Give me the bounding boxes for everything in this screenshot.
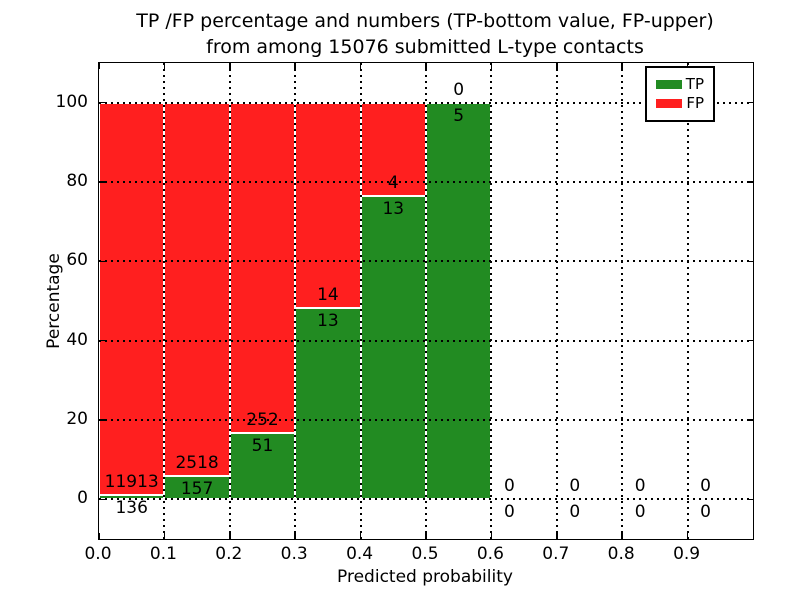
x-axis-label: Predicted probability bbox=[337, 567, 513, 587]
y-tick-label: 0 bbox=[77, 488, 88, 509]
tick-mark bbox=[359, 533, 362, 539]
gridline-vertical bbox=[555, 63, 558, 539]
tick-mark bbox=[621, 63, 623, 69]
bar-count-label-fp: 2518 bbox=[175, 453, 219, 474]
chart-title-line1: TP /FP percentage and numbers (TP-bottom… bbox=[136, 10, 714, 32]
tick-mark bbox=[98, 533, 100, 539]
tick-mark bbox=[747, 101, 753, 104]
x-tick-label: 0.2 bbox=[215, 544, 243, 564]
tick-mark bbox=[556, 533, 558, 539]
tick-mark bbox=[490, 63, 493, 69]
bar-count-label-fp: 0 bbox=[634, 476, 646, 497]
bar-segment-fp bbox=[295, 102, 361, 309]
tick-mark bbox=[359, 63, 362, 69]
tick-mark bbox=[621, 533, 623, 539]
x-tick-label: 0.9 bbox=[673, 544, 701, 564]
bar-count-label-fp: 11913 bbox=[104, 471, 159, 492]
bar-count-label-tp: 0 bbox=[634, 502, 646, 523]
legend-label-fp: FP bbox=[686, 94, 704, 112]
tick-mark bbox=[163, 533, 166, 539]
x-tick-label: 0.8 bbox=[607, 544, 635, 564]
gridline-vertical bbox=[686, 63, 689, 539]
tick-mark bbox=[99, 101, 105, 104]
x-tick-label: 0.0 bbox=[84, 544, 112, 564]
gridline-vertical bbox=[163, 63, 166, 539]
bar-count-label-tp: 13 bbox=[382, 199, 405, 219]
tick-mark bbox=[99, 260, 105, 263]
bar-count-label-fp: 0 bbox=[700, 476, 712, 497]
bar-segment-tp bbox=[295, 308, 361, 500]
tick-mark bbox=[229, 533, 231, 539]
gridline-vertical bbox=[621, 63, 624, 539]
tick-mark bbox=[425, 63, 427, 69]
tick-mark bbox=[229, 63, 231, 69]
tick-mark bbox=[99, 498, 105, 501]
tick-mark bbox=[294, 533, 296, 539]
chart-title-line2: from among 15076 submitted L-type contac… bbox=[206, 36, 644, 58]
tick-mark bbox=[747, 260, 753, 263]
tick-mark bbox=[98, 63, 100, 69]
tick-mark bbox=[747, 339, 753, 342]
y-tick-label: 40 bbox=[66, 329, 88, 350]
chart-title: TP /FP percentage and numbers (TP-bottom… bbox=[98, 8, 752, 60]
tick-mark bbox=[747, 181, 753, 183]
gridline-vertical bbox=[425, 63, 427, 539]
bar-segment-fp bbox=[99, 102, 165, 495]
bar-count-label-tp: 51 bbox=[251, 435, 274, 456]
bar-segment-tp bbox=[426, 102, 492, 500]
bar-count-label-fp: 0 bbox=[503, 476, 515, 497]
x-tick-label: 0.4 bbox=[346, 544, 374, 564]
bar-count-label-tp: 5 bbox=[453, 105, 465, 126]
tick-mark bbox=[556, 63, 558, 69]
y-tick-label: 20 bbox=[66, 409, 88, 429]
x-tick-label: 0.7 bbox=[542, 544, 570, 564]
gridline-vertical bbox=[294, 63, 297, 539]
bar-count-label-fp: 14 bbox=[317, 285, 339, 306]
bar-segment-fp bbox=[229, 102, 296, 433]
tick-mark bbox=[747, 419, 753, 421]
bar-count-label-tp: 136 bbox=[115, 497, 148, 518]
bar-count-label-fp: 0 bbox=[453, 79, 465, 100]
legend-item-tp: TP bbox=[656, 76, 704, 93]
bar-count-label-fp: 0 bbox=[569, 476, 581, 497]
bar-segment-fp bbox=[164, 102, 230, 477]
x-tick-label: 0.3 bbox=[280, 544, 308, 564]
gridline-vertical bbox=[359, 63, 362, 539]
y-tick-label: 60 bbox=[66, 250, 88, 271]
legend: TP FP bbox=[645, 66, 715, 122]
legend-swatch-fp-icon bbox=[656, 99, 682, 108]
bar-count-label-fp: 4 bbox=[387, 173, 399, 193]
plot-area: 11913 136 2518 157 252 51 14 13 4 13 0 5 0 0 0 0 0 0 0 0 bbox=[98, 62, 754, 540]
gridline-vertical bbox=[228, 63, 231, 539]
bar-segment-tp bbox=[360, 196, 426, 500]
legend-item-fp: FP bbox=[656, 95, 704, 112]
y-axis-label: Percentage bbox=[44, 253, 64, 349]
tick-mark bbox=[99, 339, 105, 342]
y-tick-label: 80 bbox=[66, 171, 88, 191]
tick-mark bbox=[425, 533, 427, 539]
tick-mark bbox=[686, 533, 689, 539]
bar-count-label-tp: 0 bbox=[700, 502, 712, 523]
x-tick-label: 0.1 bbox=[149, 544, 177, 564]
bar-count-label-tp: 0 bbox=[569, 502, 581, 523]
x-tick-label: 0.5 bbox=[411, 544, 439, 564]
tick-mark bbox=[99, 181, 105, 183]
legend-label-tp: TP bbox=[685, 75, 704, 93]
tick-mark bbox=[294, 63, 296, 69]
tick-mark bbox=[747, 498, 753, 501]
y-tick-label: 100 bbox=[55, 91, 88, 112]
x-tick-label: 0.6 bbox=[476, 544, 504, 564]
gridline-vertical bbox=[490, 63, 493, 539]
legend-swatch-tp-icon bbox=[656, 80, 682, 89]
tick-mark bbox=[99, 419, 105, 421]
tick-mark bbox=[163, 63, 166, 69]
tick-mark bbox=[490, 533, 493, 539]
bar-count-label-tp: 157 bbox=[180, 479, 214, 500]
bar-count-label-fp: 252 bbox=[246, 409, 279, 430]
bar-count-label-tp: 13 bbox=[317, 311, 339, 332]
bar-count-label-tp: 0 bbox=[503, 502, 515, 523]
